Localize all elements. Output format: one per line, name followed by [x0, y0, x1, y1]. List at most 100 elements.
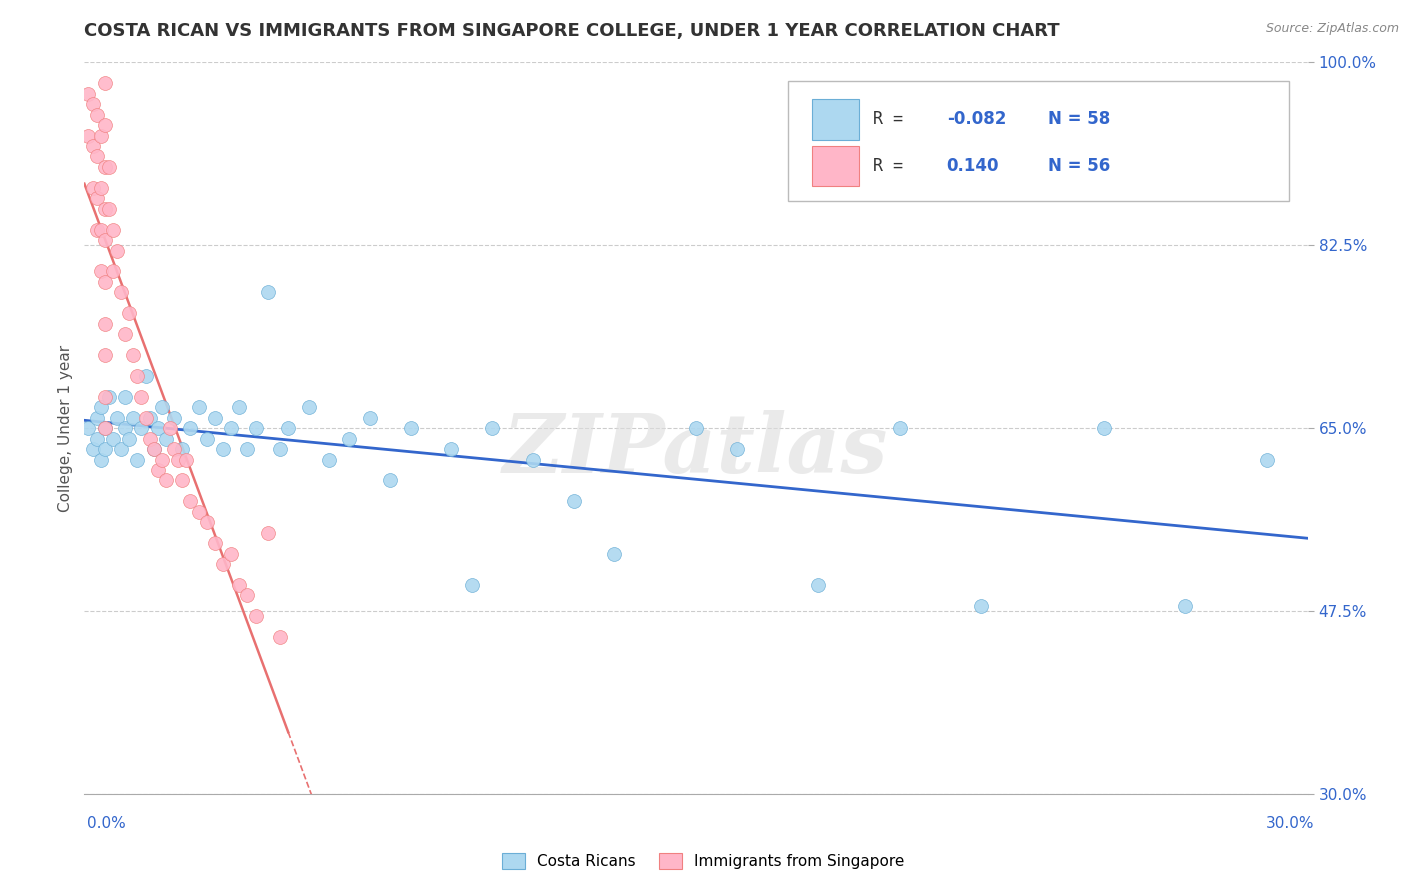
- Point: [86, 222, 108, 236]
- Text: -0.082: -0.082: [946, 111, 1007, 128]
- Point: [212, 442, 235, 456]
- Point: [93, 202, 117, 216]
- Point: [159, 421, 181, 435]
- Point: [127, 368, 149, 383]
- Point: [172, 474, 194, 488]
- Point: [86, 432, 108, 446]
- Point: [127, 452, 149, 467]
- Point: [77, 421, 100, 435]
- FancyBboxPatch shape: [787, 81, 1289, 202]
- Point: [86, 108, 108, 122]
- Point: [167, 452, 190, 467]
- Point: [90, 128, 112, 143]
- Point: [155, 432, 177, 446]
- Point: [90, 222, 112, 236]
- Point: [461, 578, 484, 592]
- FancyBboxPatch shape: [813, 146, 859, 186]
- Point: [97, 390, 120, 404]
- Point: [114, 390, 136, 404]
- Point: [146, 421, 169, 435]
- Point: [93, 118, 117, 132]
- Point: [93, 275, 117, 289]
- Point: [135, 368, 157, 383]
- Point: [82, 97, 104, 112]
- Text: COSTA RICAN VS IMMIGRANTS FROM SINGAPORE COLLEGE, UNDER 1 YEAR CORRELATION CHART: COSTA RICAN VS IMMIGRANTS FROM SINGAPORE…: [84, 22, 1060, 40]
- Point: [179, 421, 201, 435]
- Text: ZIPatlas: ZIPatlas: [503, 410, 889, 490]
- Point: [269, 442, 291, 456]
- Point: [481, 421, 503, 435]
- Point: [114, 327, 136, 342]
- Point: [1256, 452, 1278, 467]
- Text: 0.0%: 0.0%: [87, 816, 127, 831]
- Point: [142, 442, 165, 456]
- Y-axis label: College, Under 1 year: College, Under 1 year: [58, 344, 73, 512]
- Point: [187, 401, 209, 415]
- Text: N = 58: N = 58: [1049, 111, 1111, 128]
- Point: [138, 410, 160, 425]
- Point: [135, 410, 157, 425]
- Point: [245, 609, 267, 624]
- Point: [93, 233, 117, 247]
- Point: [93, 421, 117, 435]
- Point: [685, 421, 707, 435]
- Point: [359, 410, 381, 425]
- Point: [105, 244, 128, 258]
- Point: [380, 474, 402, 488]
- Point: [114, 421, 136, 435]
- Point: [97, 202, 120, 216]
- Point: [339, 432, 361, 446]
- Point: [970, 599, 993, 613]
- Point: [101, 264, 124, 278]
- FancyBboxPatch shape: [813, 99, 859, 140]
- Point: [86, 410, 108, 425]
- Point: [163, 442, 186, 456]
- Point: [82, 181, 104, 195]
- Point: [90, 264, 112, 278]
- Point: [219, 547, 242, 561]
- Point: [725, 442, 748, 456]
- Point: [269, 630, 291, 644]
- Point: [90, 452, 112, 467]
- Point: [101, 432, 124, 446]
- Point: [522, 452, 544, 467]
- Point: [90, 401, 112, 415]
- Point: [82, 442, 104, 456]
- Point: [257, 525, 280, 540]
- Point: [298, 401, 321, 415]
- Point: [257, 285, 280, 300]
- Point: [131, 421, 153, 435]
- Point: [138, 432, 160, 446]
- Text: R =: R =: [873, 111, 914, 128]
- Point: [195, 432, 218, 446]
- Point: [219, 421, 242, 435]
- Point: [176, 452, 198, 467]
- Point: [93, 317, 117, 331]
- Point: [603, 547, 626, 561]
- Point: [110, 442, 132, 456]
- Point: [146, 463, 169, 477]
- Point: [118, 432, 141, 446]
- Point: [93, 442, 117, 456]
- Point: [562, 494, 585, 508]
- Point: [163, 410, 186, 425]
- Point: [97, 160, 120, 174]
- Point: [150, 401, 173, 415]
- Point: [889, 421, 911, 435]
- Point: [101, 222, 124, 236]
- Point: [204, 410, 226, 425]
- Point: [179, 494, 201, 508]
- Point: [155, 474, 177, 488]
- Point: [150, 452, 173, 467]
- Point: [399, 421, 422, 435]
- Point: [77, 87, 100, 101]
- Legend: Costa Ricans, Immigrants from Singapore: Costa Ricans, Immigrants from Singapore: [496, 847, 910, 875]
- Text: R =: R =: [873, 157, 914, 176]
- Point: [122, 348, 145, 362]
- Point: [82, 139, 104, 153]
- Point: [93, 160, 117, 174]
- Point: [90, 181, 112, 195]
- Point: [204, 536, 226, 550]
- Point: [318, 452, 340, 467]
- Point: [1092, 421, 1115, 435]
